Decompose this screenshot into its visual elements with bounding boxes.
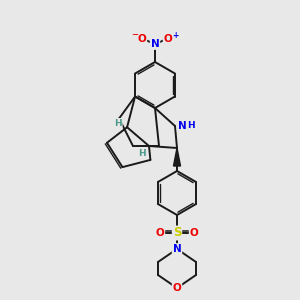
Text: O: O — [172, 283, 182, 293]
Text: N: N — [178, 121, 186, 131]
Text: −: − — [131, 31, 139, 40]
Text: H: H — [138, 149, 146, 158]
Text: O: O — [164, 34, 172, 44]
Text: O: O — [138, 34, 146, 44]
Text: +: + — [172, 31, 178, 40]
Text: N: N — [151, 39, 159, 49]
Text: S: S — [173, 226, 181, 239]
Text: N: N — [172, 244, 182, 254]
Polygon shape — [173, 148, 181, 166]
Text: H: H — [114, 119, 122, 128]
Text: O: O — [190, 228, 198, 238]
Text: H: H — [187, 122, 195, 130]
Text: O: O — [156, 228, 164, 238]
